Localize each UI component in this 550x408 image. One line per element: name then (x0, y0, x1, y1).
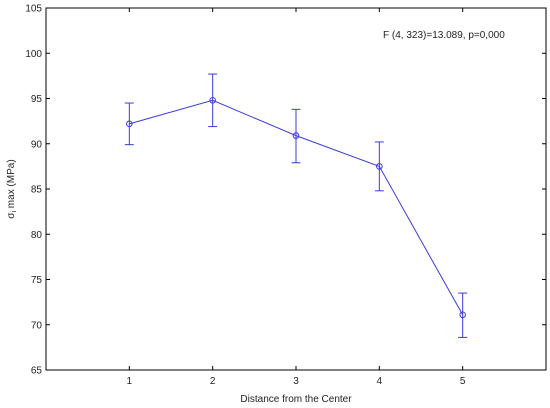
x-axis-title: Distance from the Center (240, 394, 352, 405)
x-tick-label: 2 (210, 376, 216, 387)
data-point (126, 120, 133, 128)
y-tick-label: 65 (31, 366, 43, 377)
x-tick-label: 5 (460, 376, 466, 387)
data-point (376, 163, 383, 170)
error-bars (124, 73, 468, 338)
y-tick-label: 75 (31, 275, 43, 286)
series-line (129, 99, 464, 316)
x-axis-ticks: 1 2 3 4 5 (127, 8, 466, 387)
y-axis-title: σi max (MPa) (6, 159, 18, 218)
y-axis-ticks: 65 70 75 80 85 90 95 100 105 (25, 4, 546, 377)
y-tick-label: 105 (25, 4, 42, 15)
data-point (459, 311, 466, 319)
data-points (126, 97, 466, 319)
y-tick-label: 90 (31, 139, 43, 150)
x-tick-label: 4 (377, 376, 383, 387)
x-tick-label: 1 (127, 376, 133, 387)
y-tick-label: 70 (31, 320, 43, 331)
y-axis-title-symbol: σ (6, 212, 17, 219)
data-point (292, 132, 300, 139)
stat-annotation: F (4, 323)=13.089, p=0,000 (383, 30, 505, 41)
y-tick-label: 95 (31, 94, 43, 105)
y-tick-label: 85 (31, 185, 43, 196)
plot-frame (45, 7, 547, 371)
x-tick-label: 3 (293, 376, 299, 387)
data-point (209, 97, 216, 104)
y-axis-title-suffix: max (MPa) (6, 159, 17, 211)
y-tick-label: 100 (25, 49, 42, 60)
y-axis-title-subscript: i (11, 211, 18, 213)
y-tick-label: 80 (31, 230, 43, 241)
